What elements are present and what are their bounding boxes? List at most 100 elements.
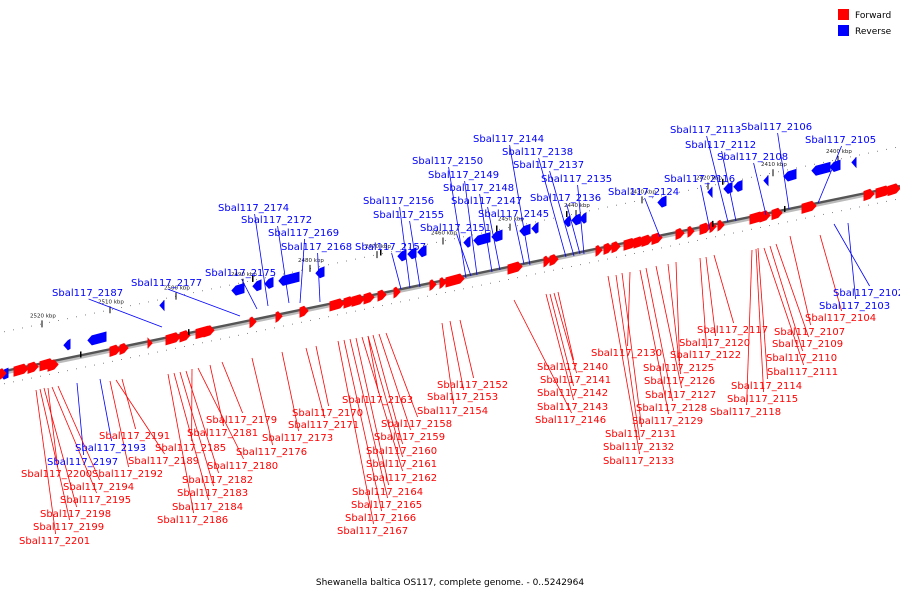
- scale-dot-lower: [130, 357, 131, 359]
- scale-dot-upper: [877, 150, 878, 152]
- gene-label: Sbal117_2186: [157, 515, 228, 526]
- leader-line: [721, 150, 737, 222]
- leader-line: [209, 364, 224, 427]
- leader-line: [317, 252, 321, 303]
- leader-line: [459, 319, 474, 379]
- forward-gene: [47, 359, 59, 372]
- gene-label: Sbal117_2181: [187, 428, 258, 439]
- leader-line: [655, 265, 682, 389]
- gene-label: Sbal117_2105: [805, 135, 876, 146]
- scale-dot-upper: [229, 284, 230, 286]
- forward-gene: [179, 330, 191, 343]
- scale-tick-label: 2460 kbp: [431, 230, 457, 236]
- gene-label: Sbal117_2193: [75, 443, 146, 454]
- scale-dot-upper: [598, 208, 599, 210]
- scale-dot-upper: [400, 249, 401, 251]
- scale-dot-lower: [328, 316, 329, 318]
- leader-line: [305, 347, 325, 419]
- gene-label: Sbal117_2127: [645, 390, 716, 401]
- leader-line: [675, 261, 680, 362]
- forward-gene: [549, 254, 559, 267]
- leader-line: [109, 380, 129, 468]
- forward-gene: [675, 228, 685, 241]
- gene-label: Sbal117_2116: [664, 174, 735, 185]
- gene-label: Sbal117_2154: [417, 406, 488, 417]
- reverse-swatch: [838, 25, 849, 36]
- scale-dot-upper: [679, 191, 680, 193]
- scale-dot-upper: [796, 167, 797, 169]
- leader-line: [513, 299, 572, 414]
- scale-dot-lower: [787, 221, 788, 223]
- scale-tick-label: 2490 kbp: [231, 272, 257, 278]
- scale-dot-upper: [895, 147, 896, 149]
- scale-dot-lower: [445, 292, 446, 294]
- leader-line: [35, 389, 56, 535]
- reverse-gene: [707, 186, 713, 198]
- leader-line: [337, 340, 374, 525]
- scale-dot-lower: [238, 334, 239, 336]
- forward-gene: [445, 273, 465, 288]
- gene-label: Sbal117_2107: [774, 327, 845, 338]
- kbp-scale: 2520 kbp 2510 kbp 2500 kbp 2490 kbp 2480 kbp…: [4, 147, 896, 385]
- scale-dot-upper: [823, 161, 824, 163]
- gene-label: Sbal117_2143: [537, 402, 608, 413]
- scale-tick-label: 2450 kbp: [498, 217, 524, 223]
- scale-dot-lower: [877, 202, 878, 204]
- scale-dot-upper: [472, 234, 473, 236]
- scale-dot-lower: [643, 251, 644, 253]
- scale-dot-upper: [652, 197, 653, 199]
- scale-dot-upper: [715, 184, 716, 186]
- leader-line: [367, 335, 379, 394]
- scale-dot-upper: [661, 195, 662, 197]
- scale-dot-lower: [436, 293, 437, 295]
- scale-dot-upper: [121, 306, 122, 308]
- gene-label: Sbal117_2155: [373, 210, 444, 221]
- gene-label: Sbal117_2153: [427, 392, 498, 403]
- gene-label: Sbal117_2169: [268, 228, 339, 239]
- gene-label: Sbal117_2168: [281, 242, 352, 253]
- scale-dot-upper: [787, 169, 788, 171]
- gene-label: Sbal117_2157: [355, 242, 426, 253]
- gene-label: Sbal117_2162: [366, 473, 437, 484]
- leader-line: [391, 252, 402, 290]
- scale-dot-upper: [427, 243, 428, 245]
- scale-dot-upper: [859, 154, 860, 156]
- gene-label: Sbal117_2191: [99, 431, 170, 442]
- scale-dot-upper: [85, 314, 86, 316]
- leader-line: [197, 367, 244, 460]
- scale-dot-upper: [166, 297, 167, 299]
- scale-dot-upper: [481, 232, 482, 234]
- forward-gene: [507, 261, 523, 275]
- legend-reverse-label: Reverse: [855, 27, 892, 37]
- gene-label: Sbal117_2103: [819, 301, 890, 312]
- scale-dot-lower: [121, 358, 122, 360]
- scale-dot-upper: [292, 271, 293, 273]
- marker-feature: [80, 351, 82, 358]
- scale-dot-lower: [22, 379, 23, 381]
- scale-dot-lower: [607, 258, 608, 260]
- leader-line: [448, 166, 467, 279]
- scale-dot-upper: [706, 186, 707, 188]
- leader-line: [713, 254, 734, 324]
- scale-dot-lower: [733, 232, 734, 234]
- reverse-gene: [87, 331, 107, 346]
- reverse-gene: [231, 282, 245, 296]
- reverse-gene: [851, 157, 857, 169]
- scale-dot-upper: [220, 286, 221, 288]
- reverse-gene: [811, 161, 831, 176]
- gene-label: Sbal117_2192: [92, 469, 163, 480]
- reverse-gene: [733, 179, 743, 192]
- scale-dot-lower: [508, 279, 509, 281]
- forward-gene: [603, 242, 613, 255]
- gene-label: Sbal117_2194: [63, 482, 134, 493]
- scale-dot-lower: [31, 377, 32, 379]
- gene-label: Sbal117_2141: [540, 375, 611, 386]
- leader-line: [514, 219, 525, 265]
- scale-dot-upper: [364, 256, 365, 258]
- marker-feature: [784, 205, 786, 212]
- forward-gene: [351, 294, 365, 307]
- leader-line: [185, 370, 219, 474]
- leader-line: [639, 269, 669, 415]
- leader-line: [277, 225, 290, 304]
- reverse-gene: [63, 338, 71, 351]
